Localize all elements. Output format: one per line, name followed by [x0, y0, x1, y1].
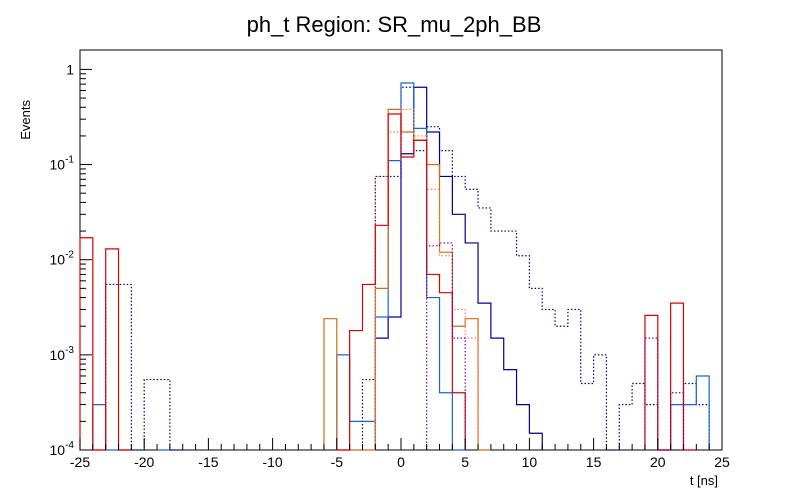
- y-tick-label: 10-3: [50, 345, 75, 363]
- y-tick-label: 10-1: [50, 155, 75, 173]
- x-tick-label: 0: [397, 454, 405, 470]
- y-tick-label: 10-2: [50, 250, 75, 268]
- x-tick-label: -15: [198, 454, 218, 470]
- x-tick-label: -10: [262, 454, 282, 470]
- x-tick-label: -20: [134, 454, 154, 470]
- series-orange-solid: [323, 108, 491, 451]
- tick-layer: -25 -20 -15 -10 -5 0 5 10 15 20 25 10-4 10-3 10-2 10-1…: [50, 61, 730, 470]
- series-layer: [79, 82, 710, 451]
- series-navy-solid: [374, 86, 543, 450]
- y-tick-label: 10-4: [50, 440, 75, 458]
- series-purple-dotted: [426, 242, 697, 451]
- y-tick-label: 1: [66, 61, 74, 77]
- x-tick-label: 20: [650, 454, 666, 470]
- x-tick-label: 15: [586, 454, 602, 470]
- x-axis-label: t [ns]: [690, 473, 718, 488]
- x-tick-label: 25: [714, 454, 730, 470]
- y-axis-label: Events: [18, 100, 33, 140]
- x-tick-label: -25: [70, 454, 90, 470]
- x-tick-label: -5: [331, 454, 344, 470]
- chart-title: ph_t Region: SR_mu_2ph_BB: [247, 12, 542, 37]
- x-tick-label: 10: [522, 454, 538, 470]
- x-tick-label: 5: [461, 454, 469, 470]
